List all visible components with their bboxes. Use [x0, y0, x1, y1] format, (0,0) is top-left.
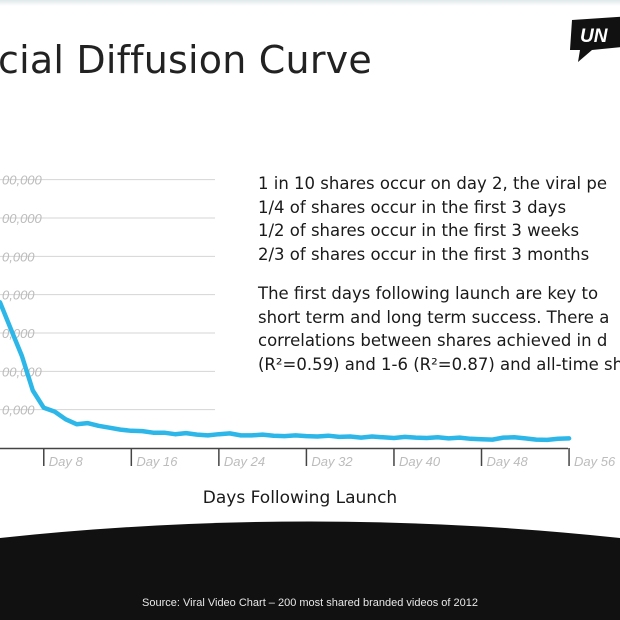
- y-tick-label: 0,000: [2, 249, 35, 264]
- diffusion-chart: 0,000 00,000 0,000 0,000 0,000 00,000 00,000 Da…: [0, 173, 620, 560]
- stat-line: 2/3 of shares occur in the first 3 month…: [258, 244, 590, 264]
- top-strip: [0, 0, 620, 6]
- notes-box: 1 in 10 shares occur on day 2, the viral…: [258, 172, 620, 376]
- x-tick-label: Day 32: [311, 454, 353, 469]
- speech-bubble-logo-icon: UN: [570, 16, 620, 62]
- x-tick-label: Day 56: [574, 454, 616, 469]
- logo: UN: [566, 12, 620, 64]
- y-tick-label: 00,000: [2, 211, 43, 226]
- footer-band: [0, 560, 620, 620]
- x-tick-label: Day 8: [49, 454, 84, 469]
- series-line: [0, 300, 572, 443]
- x-tick-label: Day 48: [487, 454, 529, 469]
- x-tick-label: Day 40: [399, 454, 441, 469]
- stat-line: 1 in 10 shares occur on day 2, the viral…: [258, 174, 607, 193]
- source-caption: Source: Viral Video Chart – 200 most sha…: [142, 597, 478, 609]
- stat-line: 1/2 of shares occur in the first 3 weeks: [258, 221, 580, 240]
- x-axis-title: Days Following Launch: [203, 488, 397, 508]
- page-title: cial Diffusion Curve: [0, 38, 372, 82]
- y-tick-label: 0,000: [2, 326, 35, 341]
- y-tick-label: 00,000: [2, 364, 43, 379]
- stat-line: 1/4 of shares occur in the first 3 days: [258, 197, 567, 217]
- logo-text: UN: [580, 26, 609, 47]
- y-tick-label: 0,000: [2, 403, 35, 418]
- x-tick-label: Day 16: [136, 454, 178, 469]
- footer-curve: [0, 521, 620, 560]
- notes-paragraph: The first days following launch are key …: [258, 284, 620, 374]
- y-tick-label: 0,000: [2, 288, 35, 303]
- x-tick-label: Day 24: [224, 454, 265, 469]
- y-tick-label: 00,000: [2, 173, 43, 188]
